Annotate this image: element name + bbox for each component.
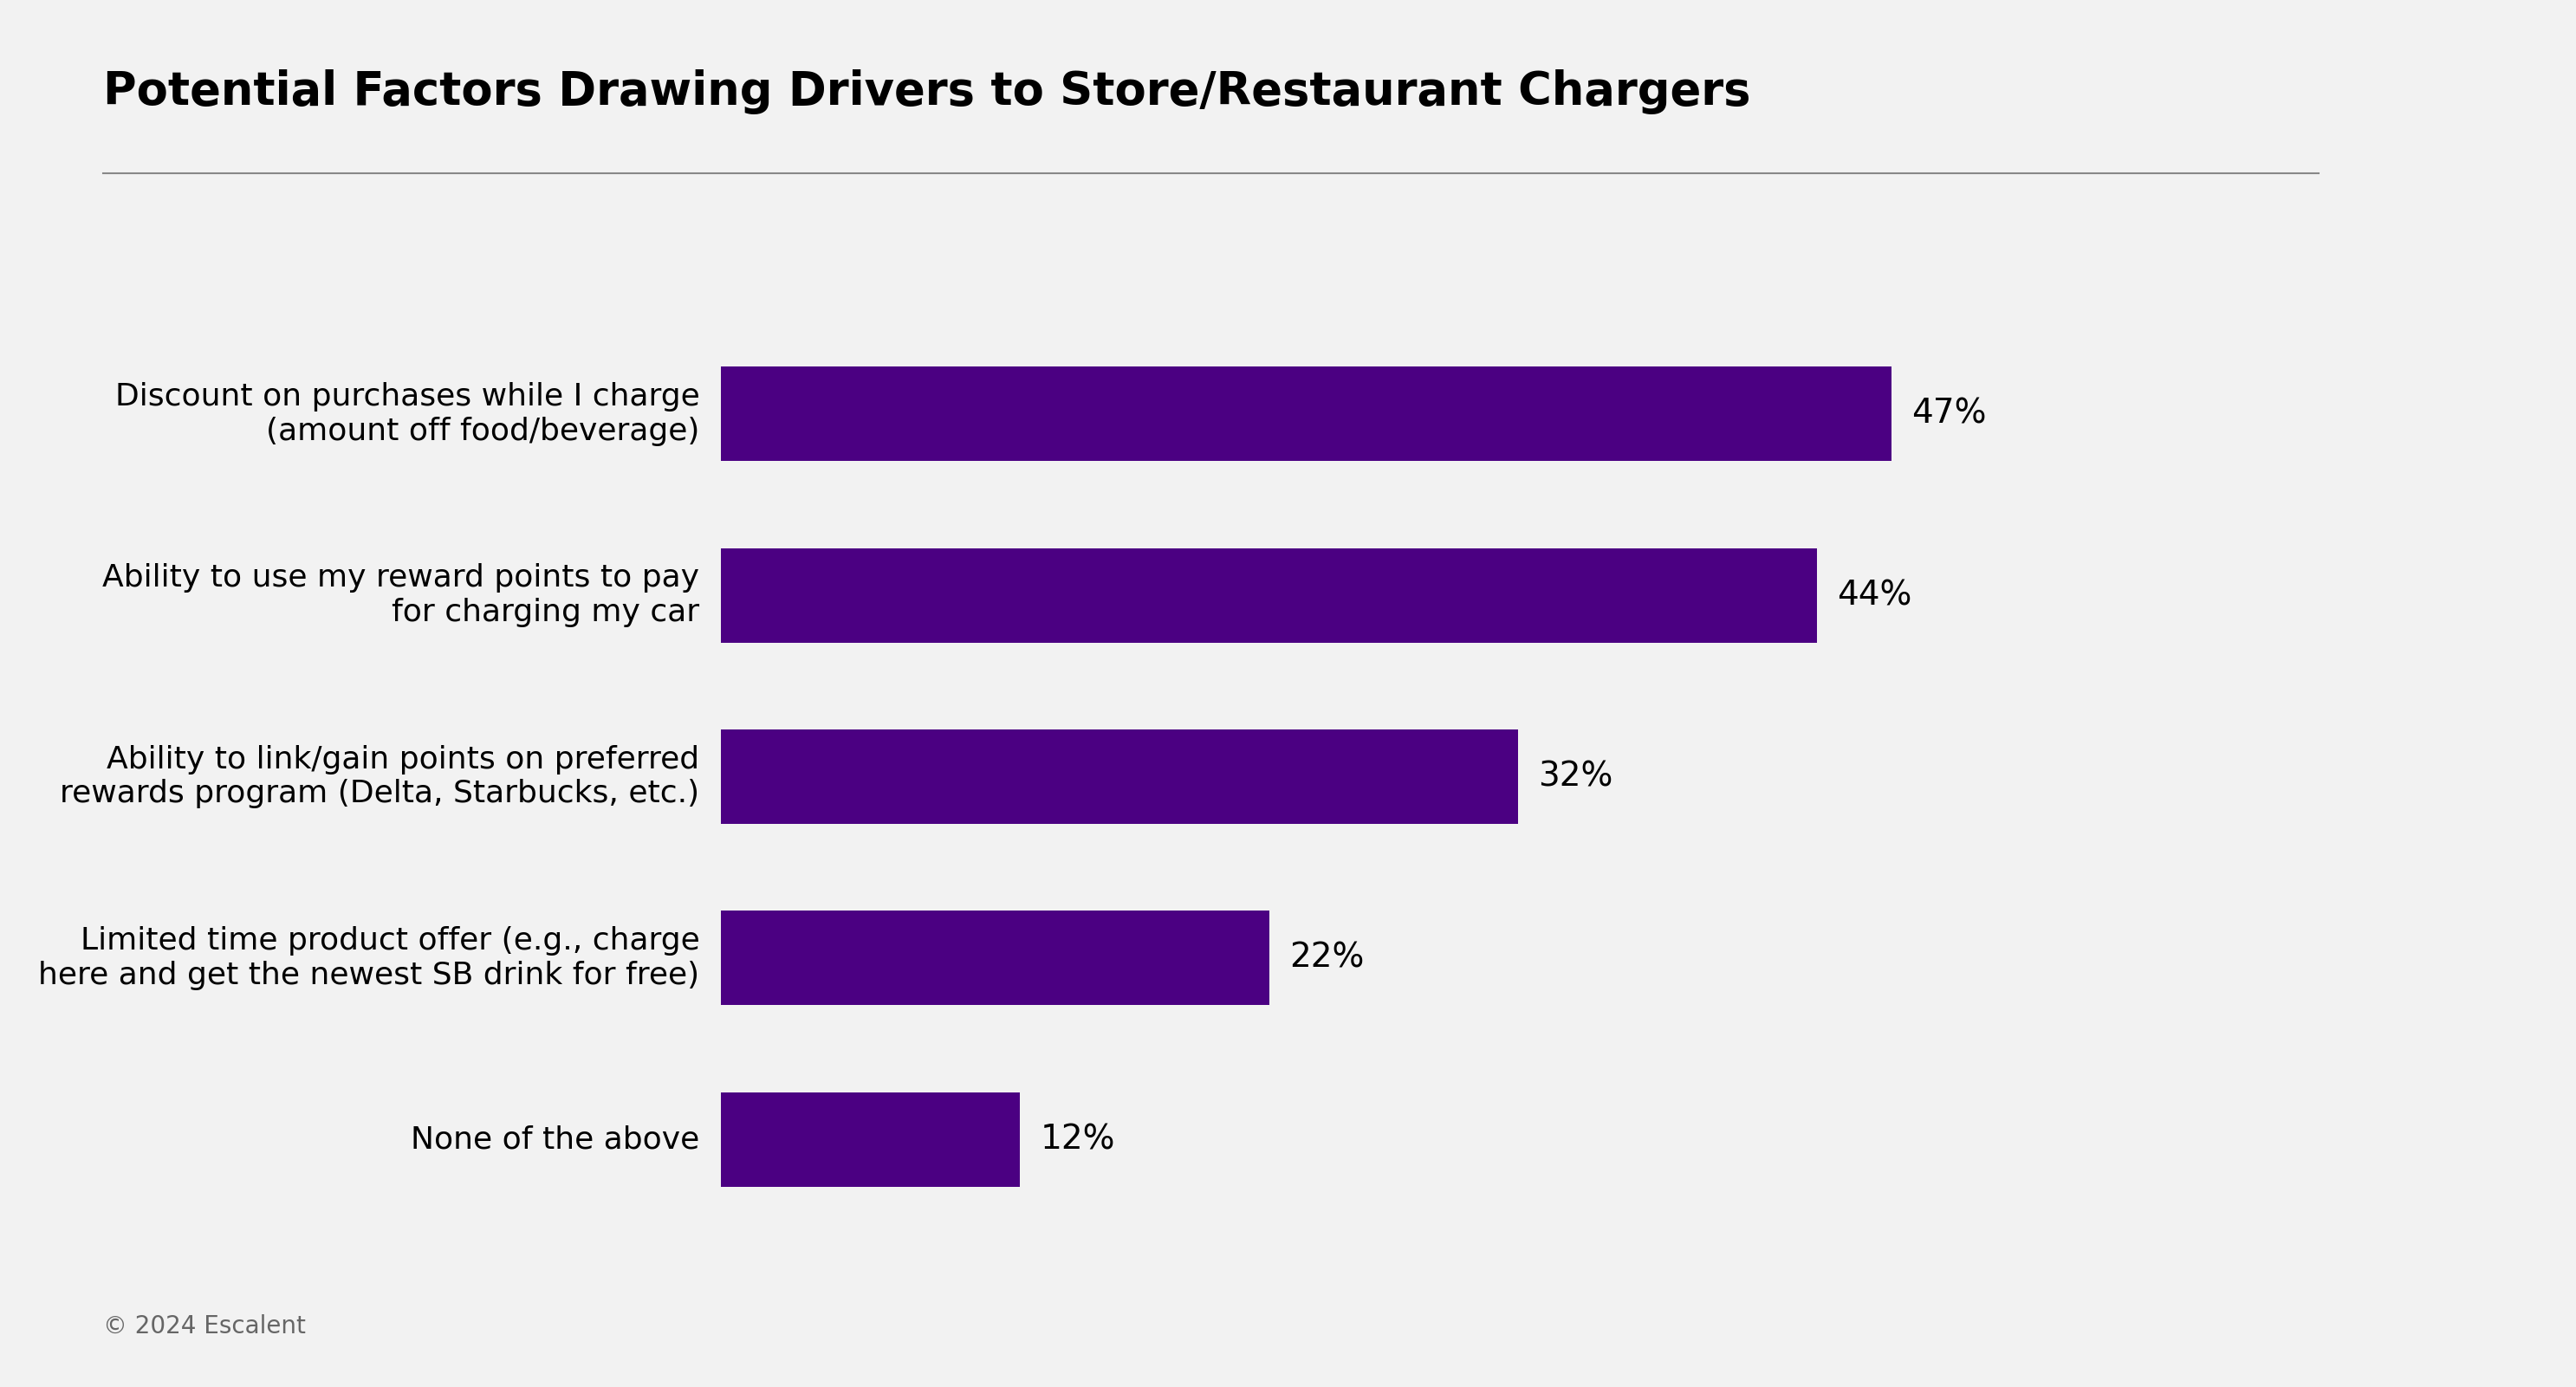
Bar [721, 366, 1891, 460]
Text: 47%: 47% [1911, 398, 1986, 430]
Bar [721, 1093, 1020, 1187]
Bar [721, 911, 1270, 1006]
Bar [721, 548, 1816, 642]
Text: 32%: 32% [1538, 760, 1613, 793]
Bar [721, 730, 1517, 824]
Text: Potential Factors Drawing Drivers to Store/Restaurant Chargers: Potential Factors Drawing Drivers to Sto… [103, 69, 1752, 114]
Text: 12%: 12% [1041, 1123, 1115, 1155]
Text: 22%: 22% [1288, 942, 1363, 975]
Text: 44%: 44% [1837, 578, 1911, 612]
Text: © 2024 Escalent: © 2024 Escalent [103, 1315, 307, 1338]
